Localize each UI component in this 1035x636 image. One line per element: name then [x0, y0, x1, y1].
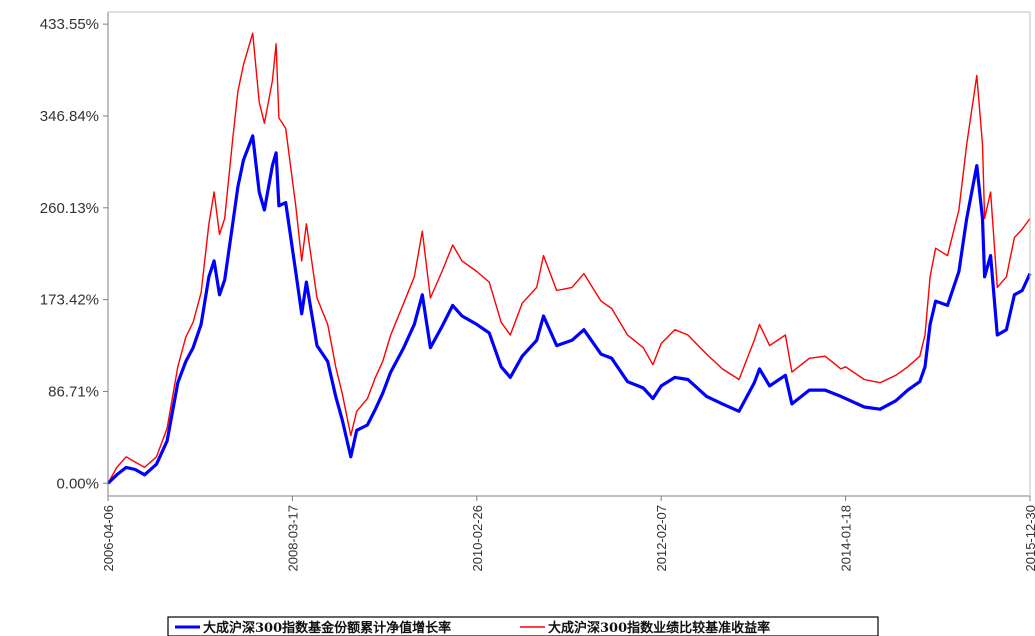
legend: 大成沪深300指数基金份额累计净值增长率 大成沪深300指数业绩比较基准收益率	[167, 616, 879, 636]
series-line-benchmark	[107, 32, 1031, 484]
plot-area	[108, 12, 1030, 496]
y-tick-label: 173.42%	[40, 292, 99, 309]
x-tick-label: 2010-02-26	[470, 505, 485, 572]
y-tick-label: 260.13%	[40, 200, 99, 217]
x-tick-label: 2008-03-17	[285, 505, 300, 572]
legend-label-fund: 大成沪深300指数基金份额累计净值增长率	[203, 620, 451, 636]
y-axis: 0.00% 86.71% 173.42% 260.13% 346.84% 433.55%	[40, 16, 108, 492]
x-tick-label: 2006-04-06	[101, 505, 116, 572]
series-line-fund	[106, 134, 1032, 485]
y-tick-label: 433.55%	[40, 16, 99, 33]
y-tick-label: 0.00%	[56, 475, 99, 492]
series-layer	[106, 32, 1032, 485]
x-axis: 2006-04-06 2008-03-17 2010-02-26 2012-02-07…	[101, 496, 1035, 572]
y-tick-label: 86.71%	[48, 383, 99, 400]
x-tick-label: 2014-01-18	[839, 505, 854, 572]
x-tick-label: 2012-02-07	[654, 505, 669, 572]
x-tick-label: 2015-12-30	[1023, 505, 1035, 572]
y-tick-label: 346.84%	[40, 108, 99, 125]
legend-label-benchmark: 大成沪深300指数业绩比较基准收益率	[548, 620, 770, 636]
